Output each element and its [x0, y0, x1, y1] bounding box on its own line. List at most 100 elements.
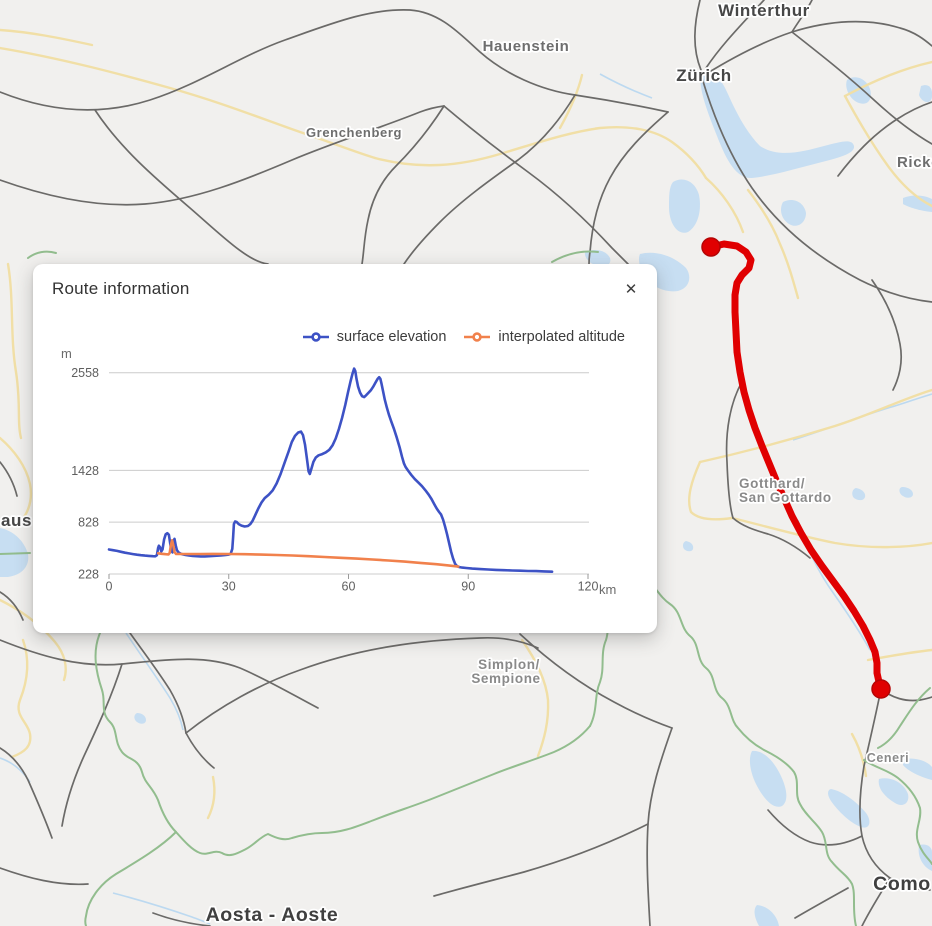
y-axis-unit: m: [61, 346, 72, 361]
road: [588, 111, 669, 265]
border: [0, 552, 31, 555]
map-label: Gotthard/: [739, 476, 805, 491]
lake: [584, 250, 611, 267]
road: [373, 125, 708, 180]
legend-label: interpolated altitude: [498, 329, 625, 345]
map-label: aus: [1, 511, 32, 530]
road: [0, 28, 94, 47]
x-tick-label: 0: [106, 580, 113, 594]
map-label: Grenchenberg: [306, 125, 402, 140]
road: [0, 639, 319, 709]
close-icon[interactable]: ✕: [615, 274, 647, 306]
x-tick-label: 30: [222, 580, 236, 594]
map-label: San Gottardo: [739, 490, 832, 505]
chart-grid: 228 828 1428 2558 0 30 60 90 120: [71, 366, 598, 593]
line-marker-icon: [464, 331, 491, 343]
road: [698, 388, 932, 464]
map-label: Zürich: [676, 66, 732, 85]
road: [850, 732, 868, 778]
river: [125, 632, 184, 731]
road: [0, 747, 53, 839]
route-information-panel: Route information ✕ surface elevation: [33, 264, 657, 633]
lake: [0, 528, 29, 577]
road: [0, 105, 445, 206]
interpolated-altitude-line: [156, 539, 460, 568]
lake: [749, 750, 787, 807]
road: [185, 732, 215, 769]
road: [843, 60, 932, 98]
road: [861, 877, 891, 926]
lake: [903, 758, 932, 780]
legend-item-interpolated-altitude[interactable]: interpolated altitude: [464, 329, 625, 345]
y-tick-label: 828: [78, 516, 99, 530]
lake: [682, 541, 694, 552]
border: [877, 687, 931, 749]
map-label: Sempione: [471, 671, 540, 686]
road: [558, 73, 584, 130]
road: [185, 636, 539, 734]
road: [725, 379, 744, 519]
road: [794, 887, 849, 919]
lake: [846, 77, 871, 104]
line-marker-icon: [302, 331, 329, 343]
lake: [700, 73, 855, 179]
road: [843, 94, 932, 208]
road: [0, 9, 669, 113]
surface-elevation-line: [107, 367, 554, 573]
road: [705, 0, 765, 69]
road: [61, 663, 123, 827]
road: [0, 436, 33, 522]
x-axis-unit: km: [599, 582, 616, 597]
legend-item-surface-elevation[interactable]: surface elevation: [302, 329, 447, 345]
road: [206, 775, 216, 820]
map-label: Winterthur: [718, 1, 810, 20]
road: [0, 461, 18, 497]
map-label: Hauenstein: [483, 38, 570, 55]
border: [639, 573, 857, 926]
lake: [828, 789, 870, 828]
river: [112, 892, 211, 925]
lake: [878, 778, 909, 805]
lake: [781, 200, 806, 226]
road: [732, 517, 811, 559]
route-end-marker[interactable]: [871, 679, 891, 699]
border: [27, 250, 57, 259]
road: [94, 109, 269, 265]
road: [791, 31, 932, 145]
y-tick-label: 228: [78, 568, 99, 582]
road: [403, 94, 576, 265]
lake: [899, 487, 913, 498]
map-label: Ricke: [897, 154, 932, 171]
road: [0, 867, 89, 886]
road: [704, 176, 745, 234]
road: [6, 262, 23, 440]
road: [0, 591, 24, 621]
road: [0, 46, 377, 160]
road: [791, 0, 813, 33]
lake: [852, 488, 866, 501]
road: [730, 516, 932, 549]
road: [519, 633, 673, 729]
route-layer: [701, 237, 891, 699]
route-path[interactable]: [707, 240, 885, 693]
route-start-marker[interactable]: [701, 237, 721, 257]
lake: [919, 85, 932, 102]
road: [433, 823, 649, 897]
y-tick-label: 2558: [71, 366, 99, 380]
border: [551, 250, 599, 263]
panel-title: Route information: [52, 279, 190, 298]
road: [880, 688, 932, 702]
elevation-chart[interactable]: 228 828 1428 2558 0 30 60 90 120 m km: [33, 264, 657, 633]
road: [694, 0, 702, 71]
y-tick-label: 1428: [71, 464, 99, 478]
road: [705, 20, 932, 75]
border: [94, 632, 591, 857]
map-label: Como: [873, 873, 931, 895]
country-borders-layer: [0, 250, 932, 926]
map-label: Aosta - Aoste: [206, 904, 339, 926]
road: [443, 105, 629, 265]
legend-label: surface elevation: [336, 329, 447, 345]
